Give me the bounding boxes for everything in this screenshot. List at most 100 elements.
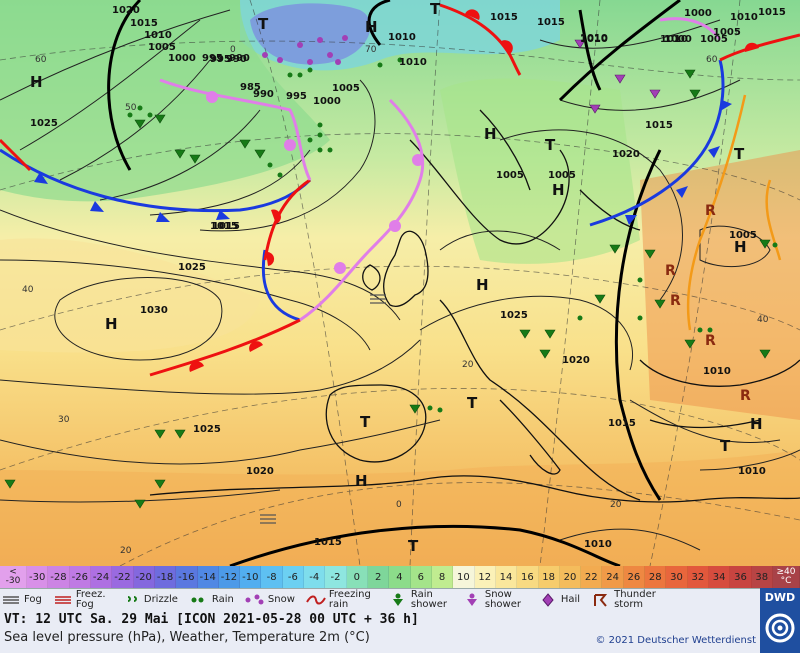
occluded-fronts xyxy=(159,17,722,322)
pressure-label: 995 xyxy=(210,54,231,65)
warm-fronts xyxy=(0,3,800,377)
pressure-label: 1010 xyxy=(703,366,731,377)
hail-icon xyxy=(542,593,554,607)
pressure-label: 1000 xyxy=(684,8,712,19)
freezing-fog-icon xyxy=(54,596,71,604)
scale-cell: -16 xyxy=(176,566,198,588)
high-center: H xyxy=(476,276,489,294)
copyright: © 2021 Deutscher Wetterdienst xyxy=(595,635,756,646)
grat-label: 20 xyxy=(462,360,474,370)
pressure-label: 1010 xyxy=(144,30,172,41)
rain-icon xyxy=(191,597,204,603)
scale-cell: 38 xyxy=(751,566,773,588)
thunderstorm-icon xyxy=(594,594,608,607)
pressure-label: 990 xyxy=(226,54,247,65)
pressure-label: 1025 xyxy=(500,310,528,321)
grat-label: 40 xyxy=(757,315,769,325)
pressure-label: 1015 xyxy=(490,12,518,23)
info-panel: VT: 12 UTC Sa. 29 Mai [ICON 2021-05-28 0… xyxy=(0,610,760,653)
parameter-description: Sea level pressure (hPa), Weather, Tempe… xyxy=(4,630,370,645)
pressure-labels: 1020 1015 1010 1005 1000 995 990 990 995… xyxy=(30,5,786,550)
pressure-label: 1000 xyxy=(168,53,196,64)
scale-cell: 20 xyxy=(559,566,582,588)
pressure-label: 1005 xyxy=(332,83,360,94)
scale-cell: 18 xyxy=(538,566,560,588)
scale-cells: -30 -28 -26 -24 -22 -20 -18 -16 -14 -12 -10 -8 -6 -4-… xyxy=(27,566,773,588)
convergence-lines xyxy=(686,94,782,331)
scale-cell: 6 xyxy=(410,566,432,588)
scale-cell: 34 xyxy=(709,566,731,588)
legend-thunderstorm: Thunder storm xyxy=(590,590,664,610)
scale-cell: -24 xyxy=(90,566,113,588)
warm-africa xyxy=(0,450,800,566)
scale-cell-max: ≥40 °C xyxy=(773,566,800,588)
pressure-label: 1015 xyxy=(210,221,238,232)
low-center: T xyxy=(545,136,556,154)
grat-label: 60 xyxy=(35,55,47,65)
high-center: H xyxy=(734,238,747,256)
low-center: T xyxy=(258,15,269,33)
pressure-label: 1005 xyxy=(148,42,176,53)
pressure-label: 1025 xyxy=(178,262,206,273)
low-center: T xyxy=(360,413,371,431)
grat-label: 0 xyxy=(396,500,402,510)
coastlines xyxy=(149,109,800,503)
freezing-rain-icon xyxy=(306,595,326,605)
green-north-atlantic xyxy=(0,0,330,202)
pressure-label: 1005 xyxy=(700,34,728,45)
scale-cell-min: < -30 xyxy=(0,566,27,588)
pressure-label: 1025 xyxy=(30,118,58,129)
scale-cell: -22 xyxy=(112,566,134,588)
weather-legend: Fog Freez. Fog Drizzle Rain Snow Freezin… xyxy=(0,588,760,612)
coldest-area xyxy=(250,3,371,65)
scale-cell: -4 xyxy=(304,566,326,588)
scale-cell: 14 xyxy=(495,566,518,588)
pressure-label: 995 xyxy=(286,91,307,102)
scale-cell: -26 xyxy=(69,566,91,588)
pressure-label: 1015 xyxy=(758,7,786,18)
svg-text:R: R xyxy=(665,263,676,279)
graticule xyxy=(0,0,800,566)
scale-cell: 2 xyxy=(368,566,390,588)
grat-label: 40 xyxy=(22,285,34,295)
scale-cell: 30 xyxy=(666,566,688,588)
weather-symbols: RRR RR xyxy=(4,35,778,524)
legend-snow: Snow xyxy=(244,593,295,607)
grat-label: 70 xyxy=(365,45,377,55)
svg-text:R: R xyxy=(670,293,681,309)
pressure-label: 995 xyxy=(202,53,223,64)
scale-cell: 10 xyxy=(453,566,475,588)
scale-cell: 0 xyxy=(346,566,368,588)
trough-lines xyxy=(107,0,681,566)
grat-label: 0 xyxy=(230,45,236,55)
high-center: H xyxy=(355,472,368,490)
cold-fronts xyxy=(0,59,732,322)
pressure-label: 990 xyxy=(229,53,250,64)
scale-cell: 32 xyxy=(687,566,709,588)
pressure-label: 1020 xyxy=(612,149,640,160)
pressure-label: 990 xyxy=(253,89,274,100)
pressure-label: 1015 xyxy=(212,221,240,232)
pressure-label: 1005 xyxy=(548,170,576,181)
pressure-label: 1010 xyxy=(584,539,612,550)
grat-label: 50 xyxy=(125,103,137,113)
pressure-label: 1000 xyxy=(313,96,341,107)
scale-cell: -28 xyxy=(48,566,70,588)
grat-label: 30 xyxy=(58,415,70,425)
pressure-label: 1010 xyxy=(399,57,427,68)
scale-cell: -14 xyxy=(197,566,219,588)
grat-label: 20 xyxy=(120,546,132,556)
scale-cell: 4 xyxy=(389,566,411,588)
fog-icon xyxy=(3,596,19,604)
scale-cell: -2 xyxy=(325,566,347,588)
pressure-label: 1020 xyxy=(246,466,274,477)
low-center: T xyxy=(467,394,478,412)
svg-text:R: R xyxy=(740,388,751,404)
pressure-label: 1010 xyxy=(738,466,766,477)
scale-cell: 12 xyxy=(474,566,496,588)
warm-east-europe xyxy=(640,150,800,420)
pressure-label: 985 xyxy=(240,82,261,93)
pressure-label: 1030 xyxy=(140,305,168,316)
snow-icon xyxy=(245,594,264,605)
